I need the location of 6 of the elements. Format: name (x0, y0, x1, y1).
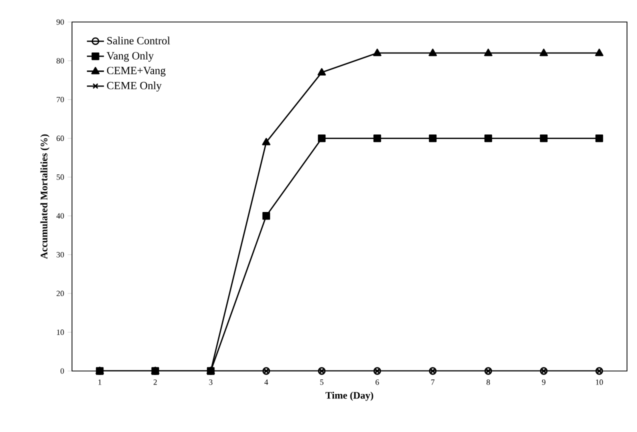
legend-label: CEME+Vang (107, 66, 166, 76)
y-axis-title: Accumulated Mortalities (%) (40, 134, 50, 259)
legend-label: Saline Control (107, 36, 170, 44)
x-axis-title: Time (Day) (326, 392, 374, 401)
legend-label: Vang Only (106, 52, 154, 62)
legend-label: CEME Only (107, 82, 162, 92)
